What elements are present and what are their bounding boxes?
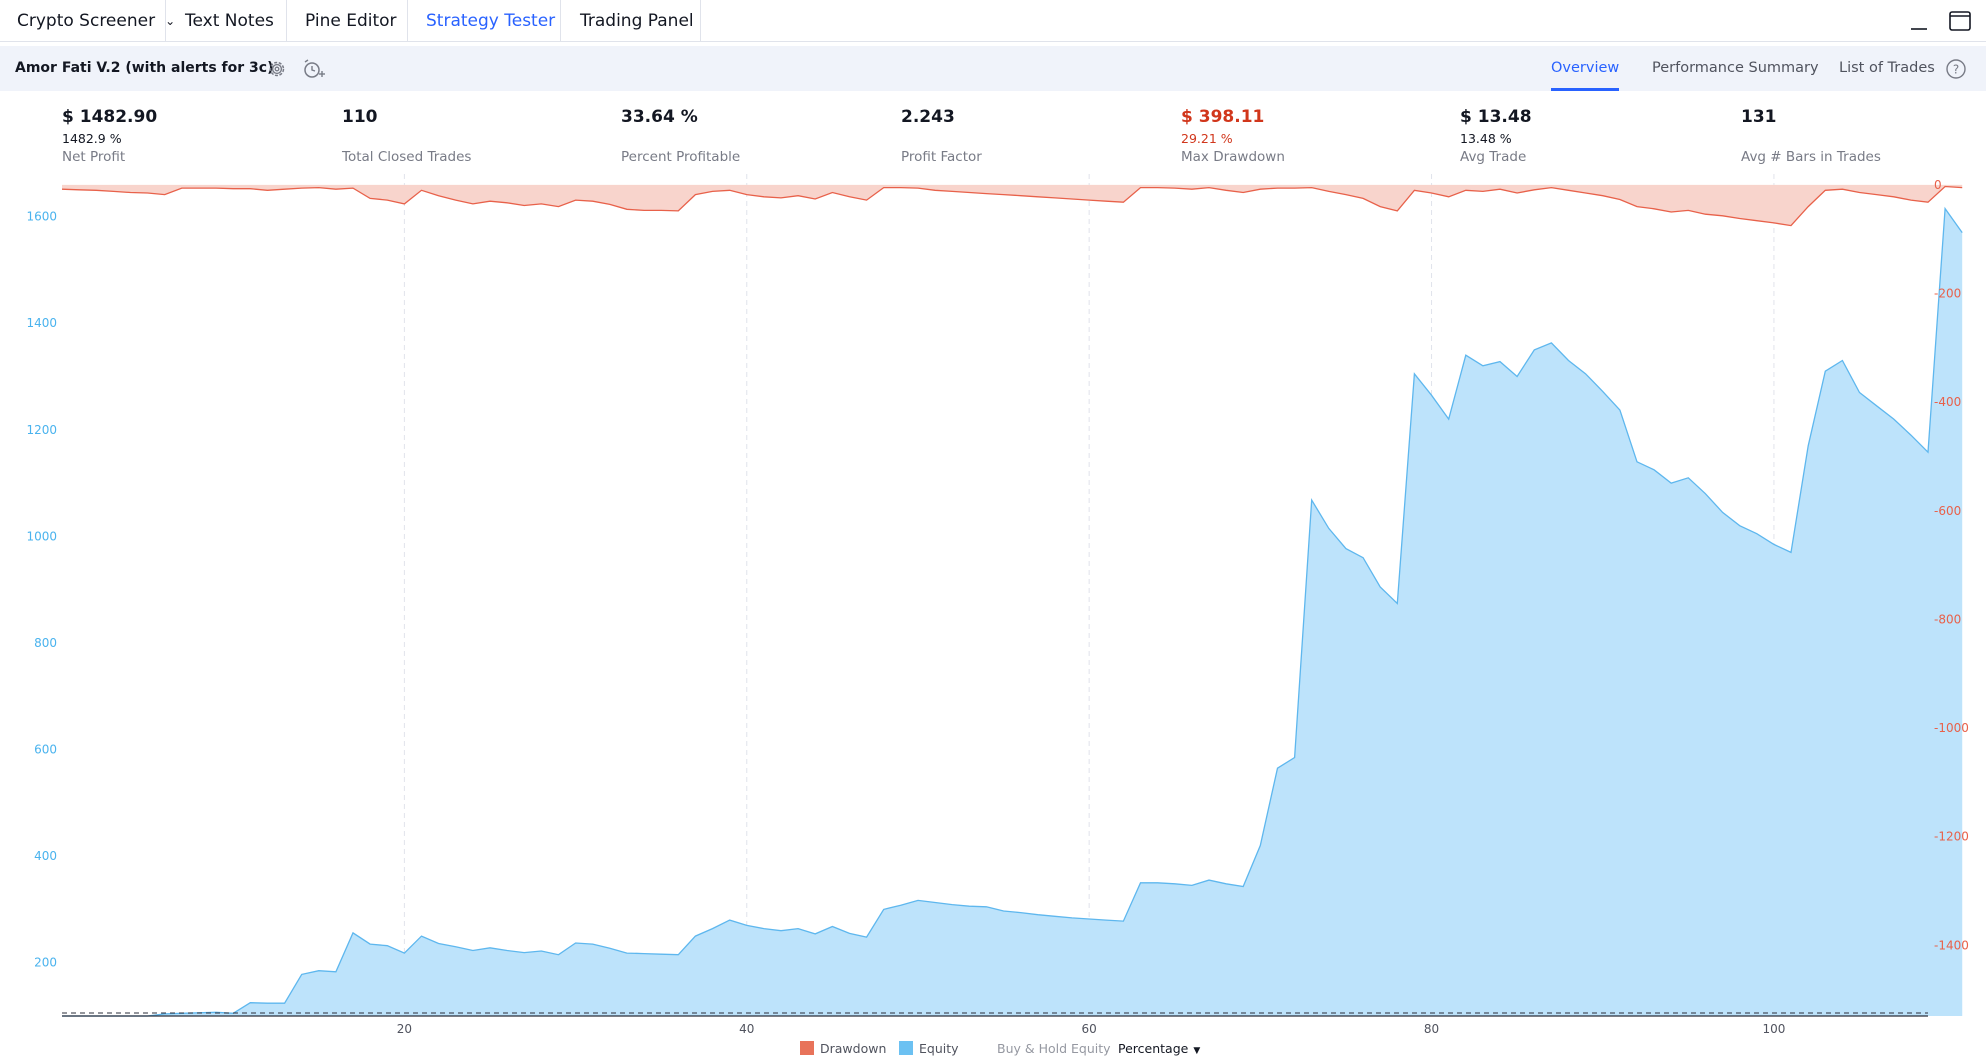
drawdown-line	[61, 185, 1963, 227]
y-left-tick-label: 200	[34, 956, 57, 970]
stat-max-drawdown: $ 398.11 29.21 % Max Drawdown	[1181, 106, 1441, 166]
stat-percent	[342, 130, 602, 147]
strategy-header: Amor Fati V.2 (with alerts for 3c) Overv…	[0, 46, 1986, 91]
tab-label: Crypto Screener	[17, 11, 156, 31]
stat-label: Net Profit	[62, 149, 126, 165]
help-question-icon[interactable]: ?	[1943, 56, 1969, 82]
stat-label: Profit Factor	[901, 149, 982, 165]
y-right-tick-label: -200	[1934, 287, 1961, 301]
legend-label: Equity	[919, 1041, 959, 1056]
x-tick-label: 60	[1082, 1022, 1097, 1036]
stat-net-profit: $ 1482.90 1482.9 % Net Profit	[62, 106, 322, 166]
stat-percent	[621, 130, 881, 147]
y-left-tick-label: 400	[34, 849, 57, 863]
y-left-tick-label: 1600	[26, 210, 57, 224]
stat-avg-bars-in-trades: 131 Avg # Bars in Trades	[1741, 106, 1986, 166]
y-left-tick-label: 1400	[26, 316, 57, 330]
y-right-tick-label: -1400	[1934, 938, 1969, 952]
stat-value: $ 1482.90	[62, 107, 158, 127]
tab-overview[interactable]: Overview	[1551, 46, 1620, 91]
y-left-tick-label: 600	[34, 743, 57, 757]
y-right-tick-label: -800	[1934, 612, 1961, 626]
equity-swatch	[899, 1041, 913, 1055]
percentage-dropdown[interactable]: Percentage ▼	[1118, 1040, 1200, 1058]
stat-label: Avg # Bars in Trades	[1741, 149, 1881, 165]
x-tick-label: 20	[397, 1022, 412, 1036]
x-tick-label: 40	[739, 1022, 754, 1036]
add-alert-clock-icon[interactable]	[300, 56, 326, 82]
tab-label: Text Notes	[185, 11, 274, 31]
stat-value: 131	[1741, 107, 1777, 127]
stat-profit-factor: 2.243 Profit Factor	[901, 106, 1161, 166]
svg-text:?: ?	[1953, 63, 1959, 77]
y-left-tick-label: 1200	[26, 423, 57, 437]
strategy-name[interactable]: Amor Fati V.2 (with alerts for 3c)	[15, 60, 274, 76]
chevron-down-icon[interactable]: ⌄	[165, 14, 176, 28]
tab-pine-editor[interactable]: Pine Editor	[287, 0, 408, 42]
stat-label: Avg Trade	[1460, 149, 1527, 165]
stat-percent: 1482.9 %	[62, 131, 122, 146]
stat-value: 110	[342, 107, 378, 127]
y-left-tick-label: 1000	[26, 529, 57, 543]
stat-label: Percent Profitable	[621, 149, 741, 165]
stat-value: 2.243	[901, 107, 955, 127]
equity-drawdown-chart[interactable]: 200 400 600 800 1000 1200 1400 1600 0 -200 -400 -60…	[0, 170, 1986, 1040]
tab-text-notes[interactable]: Text Notes	[166, 0, 287, 42]
x-tick-label: 100	[1762, 1022, 1785, 1036]
stat-value: $ 398.11	[1181, 107, 1265, 127]
stat-avg-trade: $ 13.48 13.48 % Avg Trade	[1460, 106, 1720, 166]
caret-down-icon: ▼	[1193, 1046, 1201, 1056]
tab-label: Pine Editor	[305, 11, 397, 31]
stat-percent: 13.48 %	[1460, 131, 1512, 146]
tab-label: Trading Panel	[580, 11, 694, 31]
stat-value: 33.64 %	[621, 107, 698, 127]
tab-crypto-screener[interactable]: Crypto Screener ⌄	[0, 0, 175, 42]
gear-icon[interactable]	[264, 56, 290, 82]
equity-line	[62, 206, 1963, 1017]
tab-label: Strategy Tester	[426, 11, 556, 31]
stat-label: Max Drawdown	[1181, 149, 1285, 165]
stat-percent	[1741, 130, 1986, 147]
chart-legend-equity[interactable]: Equity	[899, 1040, 959, 1058]
stat-value: $ 13.48	[1460, 107, 1532, 127]
y-right-tick-label: -1200	[1934, 830, 1969, 844]
drawdown-area	[62, 184, 1963, 226]
bottom-panel-tab-bar: Crypto Screener ⌄ Text Notes Pine Editor …	[0, 0, 1986, 42]
legend-label: Buy & Hold Equity	[997, 1041, 1111, 1056]
tab-strategy-tester[interactable]: Strategy Tester	[408, 0, 561, 42]
equity-area	[62, 208, 1963, 1017]
drawdown-swatch	[800, 1041, 814, 1055]
tab-list-of-trades[interactable]: List of Trades	[1839, 60, 1935, 76]
stat-percent	[901, 130, 1161, 147]
stat-percent: 29.21 %	[1181, 131, 1233, 146]
stat-label: Total Closed Trades	[342, 149, 472, 165]
y-right-tick-label: -600	[1934, 504, 1961, 518]
x-tick-label: 80	[1424, 1022, 1439, 1036]
minimize-icon[interactable]	[1906, 8, 1932, 34]
y-right-tick-label: 0	[1934, 178, 1942, 192]
stat-percent-profitable: 33.64 % Percent Profitable	[621, 106, 881, 166]
dropdown-label: Percentage	[1118, 1041, 1189, 1056]
tab-performance-summary[interactable]: Performance Summary	[1652, 60, 1819, 76]
y-right-tick-label: -1000	[1934, 721, 1969, 735]
y-right-tick-label: -400	[1934, 395, 1961, 409]
chart-legend-buy-hold[interactable]: Buy & Hold Equity	[997, 1040, 1111, 1058]
chart-legend-drawdown[interactable]: Drawdown	[800, 1040, 886, 1058]
maximize-icon[interactable]	[1947, 8, 1973, 34]
y-left-tick-label: 800	[34, 636, 57, 650]
legend-label: Drawdown	[820, 1041, 887, 1056]
tab-trading-panel[interactable]: Trading Panel	[561, 0, 701, 42]
stat-total-closed-trades: 110 Total Closed Trades	[342, 106, 602, 166]
